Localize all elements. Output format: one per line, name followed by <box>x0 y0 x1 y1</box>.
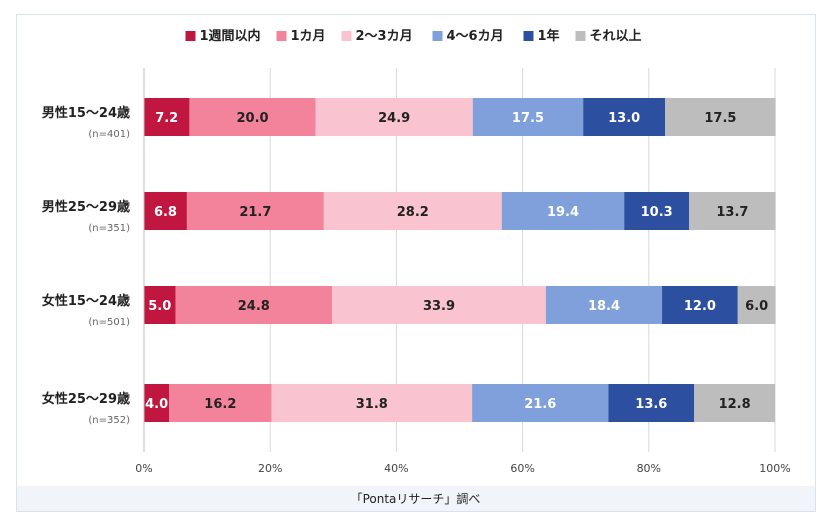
legend-label: 1カ月 <box>291 29 326 44</box>
data-label: 13.0 <box>608 111 640 126</box>
data-label: 24.9 <box>378 111 410 126</box>
x-tick-label: 20% <box>258 462 282 475</box>
bar-segment <box>144 384 170 422</box>
data-label: 31.8 <box>356 397 388 412</box>
data-label: 4.0 <box>145 397 168 412</box>
category-label: 男性25～29歳 <box>42 199 130 215</box>
x-tick-label: 80% <box>637 462 661 475</box>
data-label: 28.2 <box>397 205 429 220</box>
legend-swatch <box>276 31 287 41</box>
data-label: 24.8 <box>238 299 270 314</box>
bar-segment <box>694 384 775 422</box>
bar-segment <box>665 98 776 136</box>
legend-label: 2～3カ月 <box>356 29 413 44</box>
bar-segment <box>545 286 663 324</box>
bar-segment <box>332 286 546 324</box>
bar-segment <box>175 286 333 324</box>
bar-segment <box>624 192 690 230</box>
legend-swatch <box>341 31 352 41</box>
x-tick-label: 0% <box>135 462 152 475</box>
category-sample-size: (n=351) <box>88 223 130 234</box>
data-label: 13.7 <box>716 205 748 220</box>
data-label: 6.8 <box>154 205 177 220</box>
data-label: 19.4 <box>547 205 579 220</box>
bar-segment <box>662 286 738 324</box>
legend-label: 1週間以内 <box>200 28 261 44</box>
legend-swatch <box>575 31 586 41</box>
x-tick-label: 60% <box>510 462 534 475</box>
bar-segment <box>501 192 625 230</box>
data-label: 20.0 <box>236 111 268 126</box>
data-label: 12.8 <box>719 397 751 412</box>
bar-segment <box>189 98 316 136</box>
category-sample-size: (n=401) <box>88 129 130 140</box>
bar-segment <box>271 384 473 422</box>
data-label: 6.0 <box>745 299 768 314</box>
legend-label: 4～6カ月 <box>447 29 504 44</box>
source-caption: 「Pontaリサーチ」調べ <box>350 492 481 506</box>
source-band <box>16 486 816 512</box>
data-label: 12.0 <box>684 299 716 314</box>
legend-label: それ以上 <box>590 29 642 44</box>
bar-segment <box>186 192 324 230</box>
data-label: 21.6 <box>524 397 556 412</box>
bar-segment <box>323 192 502 230</box>
data-label: 21.7 <box>239 205 271 220</box>
data-label: 17.5 <box>704 111 736 126</box>
legend-swatch <box>185 31 196 41</box>
bar-segment <box>689 192 776 230</box>
legend-label: 1年 <box>538 28 560 44</box>
bar-segment <box>169 384 272 422</box>
bar-segment <box>472 384 609 422</box>
data-label: 5.0 <box>148 299 171 314</box>
x-tick-label: 100% <box>759 462 790 475</box>
category-label: 女性25～29歳 <box>42 391 130 407</box>
bar-segment <box>737 286 776 324</box>
data-label: 7.2 <box>155 111 178 126</box>
legend-swatch <box>432 31 443 41</box>
bar-segment <box>144 192 187 230</box>
bar-segment <box>315 98 473 136</box>
bar-segment <box>144 98 190 136</box>
data-label: 18.4 <box>588 299 620 314</box>
data-label: 17.5 <box>512 111 544 126</box>
bar-segment <box>583 98 666 136</box>
x-tick-label: 40% <box>384 462 408 475</box>
category-label: 女性15～24歳 <box>42 293 130 309</box>
category-label: 男性15～24歳 <box>42 105 130 121</box>
bar-segment <box>472 98 584 136</box>
category-sample-size: (n=352) <box>88 415 130 426</box>
bar-segment <box>144 286 176 324</box>
data-label: 13.6 <box>635 397 667 412</box>
data-label: 33.9 <box>423 299 455 314</box>
data-label: 16.2 <box>204 397 236 412</box>
chart-frame <box>16 14 816 512</box>
data-label: 10.3 <box>641 205 673 220</box>
category-sample-size: (n=501) <box>88 317 130 328</box>
legend-swatch <box>523 31 534 41</box>
bar-segment <box>608 384 695 422</box>
